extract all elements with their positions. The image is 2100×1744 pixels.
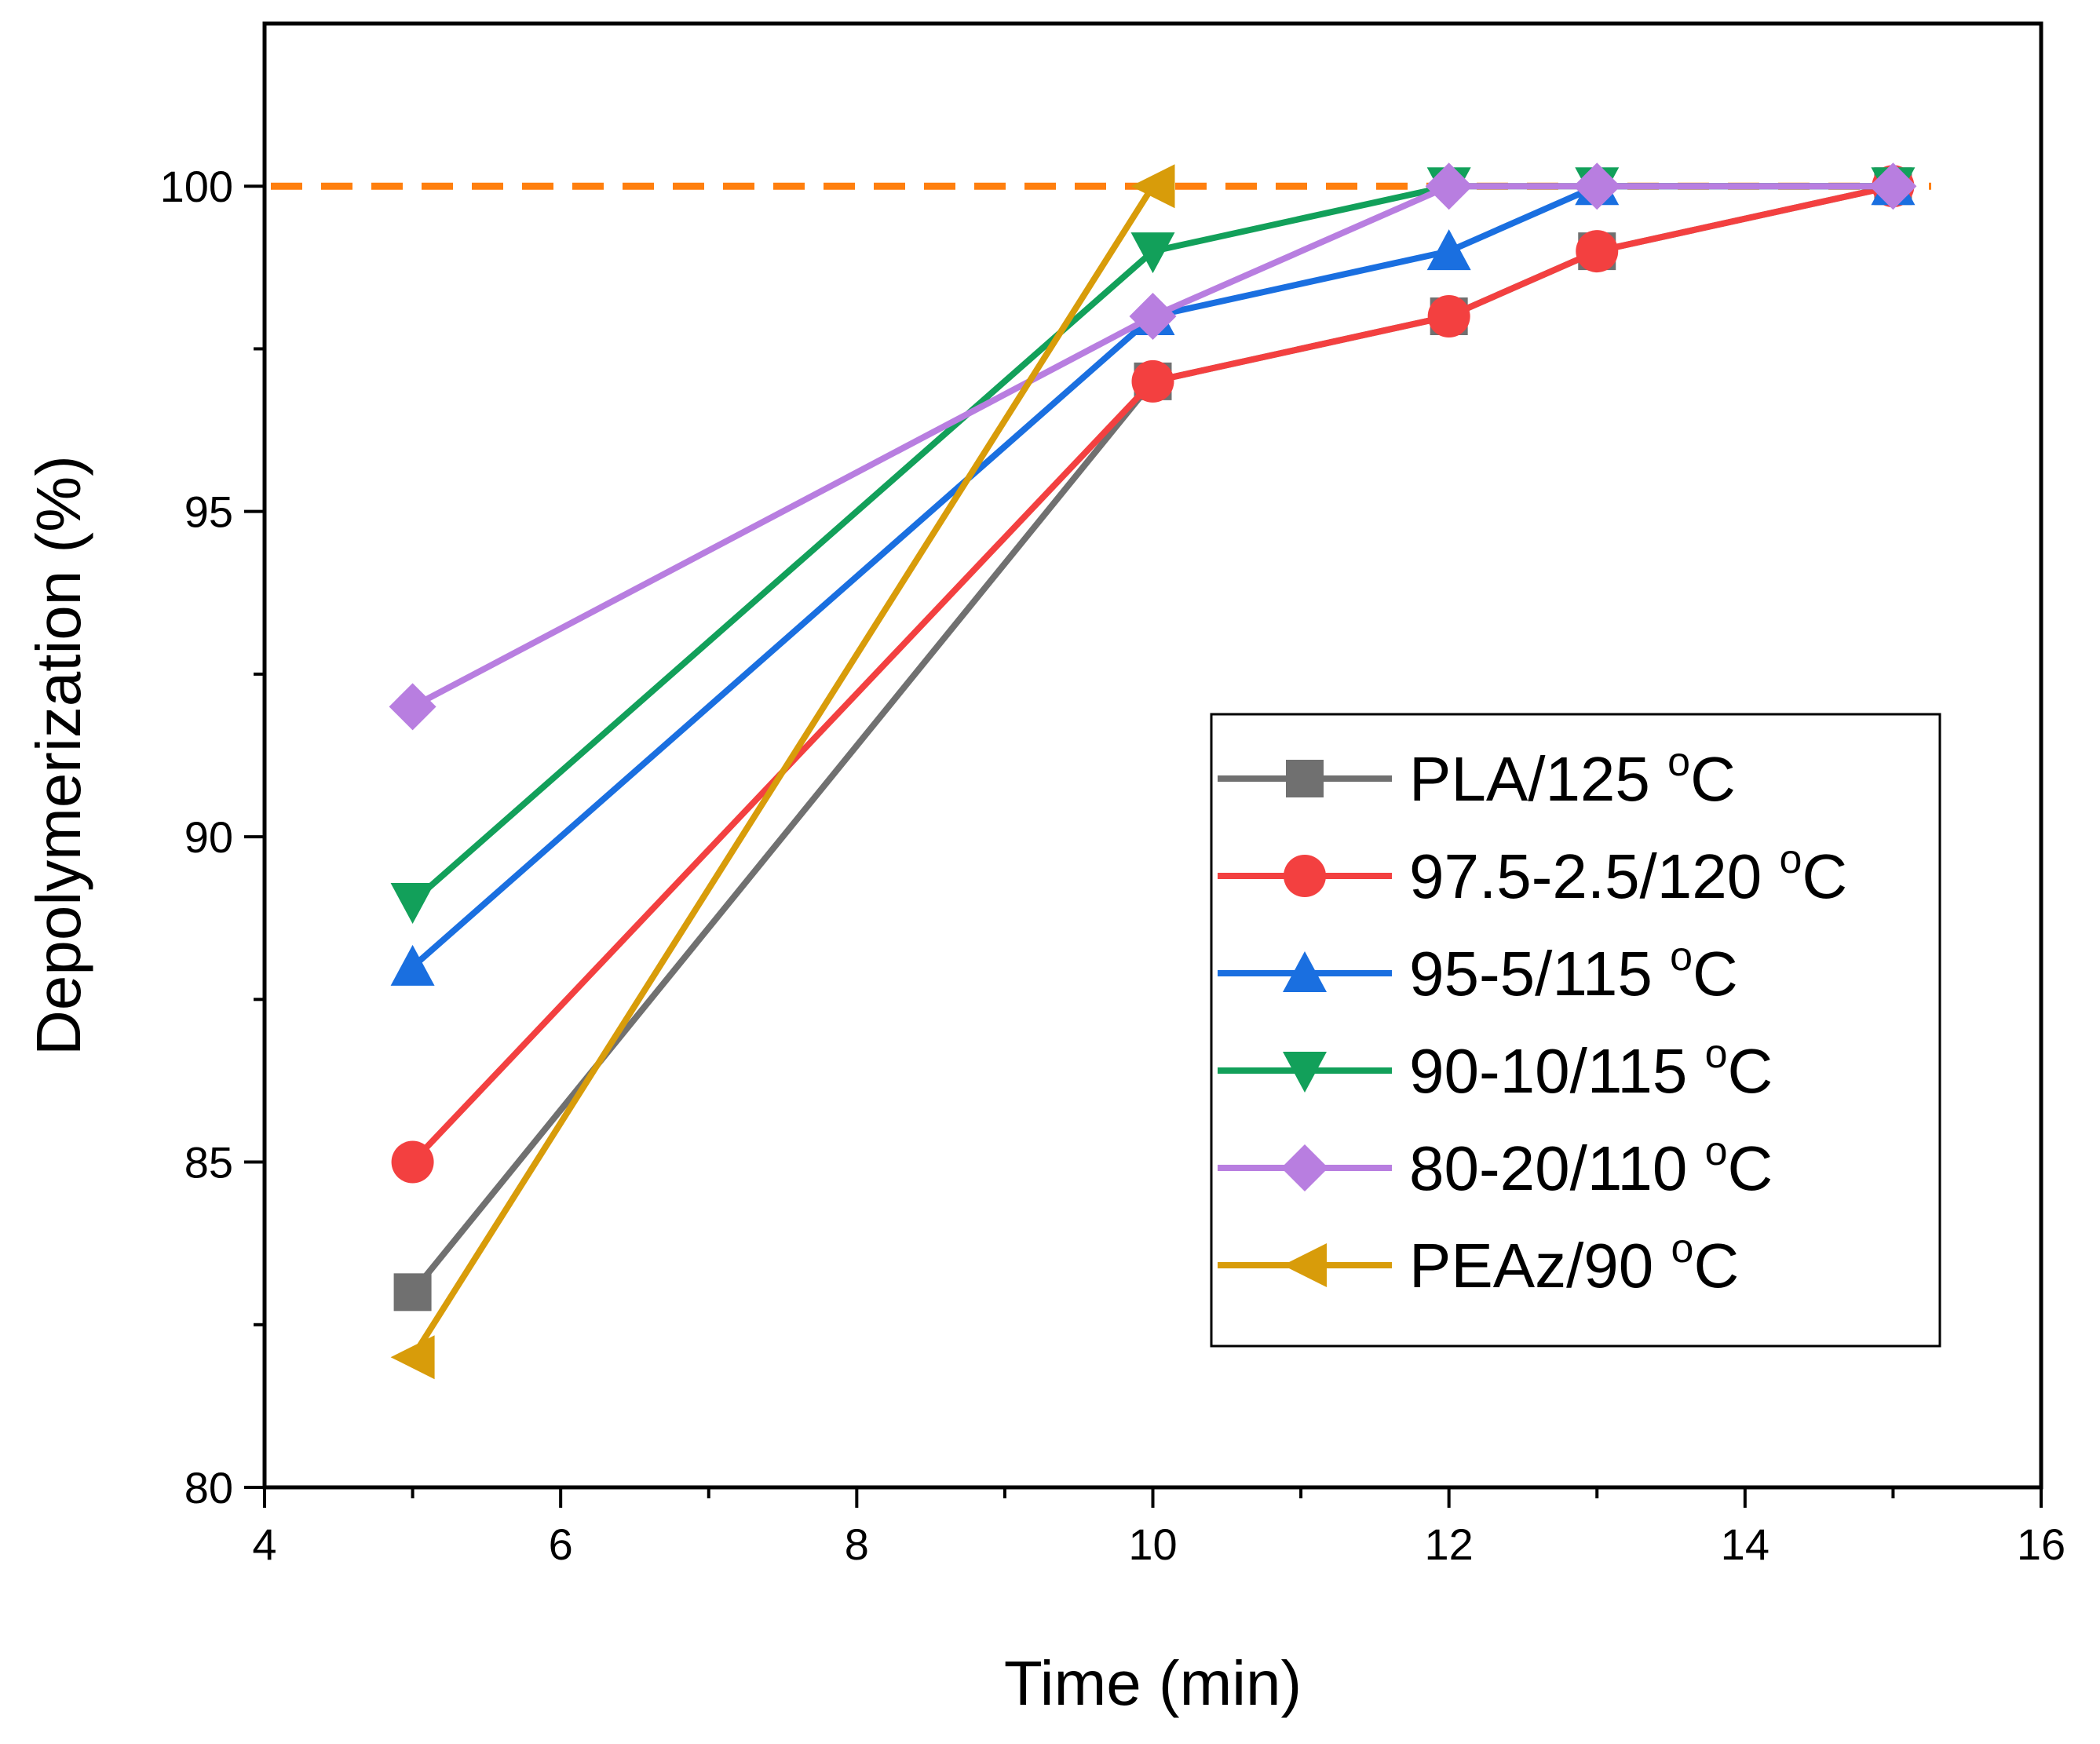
legend-label: 97.5-2.5/120 oC <box>1409 837 1847 911</box>
series-4 <box>389 162 1917 731</box>
y-tick-label: 90 <box>184 812 233 862</box>
data-point <box>1426 229 1471 271</box>
legend-label: PLA/125 oC <box>1409 739 1736 814</box>
legend-marker <box>1283 1243 1327 1287</box>
data-point <box>1427 295 1470 337</box>
legend-item: 95-5/115 oC <box>1218 934 1738 1009</box>
data-point <box>1130 232 1175 274</box>
data-point <box>391 1140 434 1184</box>
legend-item: 90-10/115 oC <box>1218 1031 1773 1106</box>
legend-marker <box>1283 1052 1327 1093</box>
legend-label: 90-10/115 oC <box>1409 1031 1773 1106</box>
legend-degree: o <box>1667 739 1690 785</box>
legend-marker <box>1281 1144 1328 1191</box>
data-point <box>390 883 435 924</box>
legend-unit: C <box>1802 841 1847 911</box>
x-tick-label: 10 <box>1128 1520 1177 1569</box>
data-point <box>1130 164 1175 209</box>
legend-degree: o <box>1779 837 1802 882</box>
legend-degree: o <box>1705 1031 1728 1077</box>
legend-item: PEAz/90 oC <box>1218 1226 1739 1301</box>
series-5 <box>390 164 1175 1380</box>
legend-item: 80-20/110 oC <box>1218 1129 1773 1203</box>
x-tick-label: 16 <box>2017 1520 2065 1569</box>
y-axis-title: Depolymerization (%) <box>24 455 93 1056</box>
legend-box <box>1210 713 1941 1348</box>
data-point <box>393 1273 432 1312</box>
data-point <box>390 1335 435 1380</box>
legend-label: PEAz/90 oC <box>1409 1226 1739 1301</box>
y-tick-label: 95 <box>184 487 233 537</box>
legend-label: 80-20/110 oC <box>1409 1129 1773 1203</box>
legend-label: 95-5/115 oC <box>1409 934 1738 1009</box>
x-tick-label: 14 <box>1721 1520 1769 1569</box>
legend-marker <box>1286 760 1324 797</box>
x-axis-title: Time (min) <box>1004 1648 1302 1718</box>
legend-item: 97.5-2.5/120 oC <box>1218 837 1847 911</box>
legend-unit: C <box>1728 1036 1773 1106</box>
axis-ticks: 4 6 8 10 12 14 16 80 85 90 95 100 <box>160 162 2066 1569</box>
data-point <box>390 944 435 986</box>
y-tick-label: 80 <box>184 1463 233 1512</box>
legend-marker <box>1284 855 1326 897</box>
data-point <box>1576 230 1619 273</box>
data-point <box>1131 359 1174 403</box>
legend-unit: C <box>1728 1133 1773 1203</box>
series-layer <box>389 162 1917 1380</box>
legend-unit: C <box>1690 744 1736 814</box>
x-tick-label: 8 <box>845 1520 869 1569</box>
legend-series-name: 80-20/110 <box>1409 1133 1705 1203</box>
x-tick-label: 4 <box>252 1520 276 1569</box>
data-point <box>389 683 436 731</box>
legend-series-name: 97.5-2.5/120 <box>1409 841 1779 911</box>
data-point <box>1869 162 1917 210</box>
data-point <box>1425 162 1473 210</box>
legend-item: PLA/125 oC <box>1218 739 1736 814</box>
legend-series-name: PEAz/90 <box>1409 1231 1671 1301</box>
x-tick-label: 6 <box>549 1520 573 1569</box>
legend-unit: C <box>1693 939 1738 1009</box>
series-line <box>410 184 1156 1359</box>
legend-degree: o <box>1705 1129 1728 1174</box>
legend-degree: o <box>1671 1226 1694 1272</box>
y-tick-label: 85 <box>184 1138 233 1188</box>
data-point <box>1573 162 1621 210</box>
legend-degree: o <box>1670 934 1693 980</box>
legend-series-name: PLA/125 <box>1409 744 1667 814</box>
legend-series-name: 95-5/115 <box>1409 939 1670 1009</box>
legend-unit: C <box>1693 1231 1739 1301</box>
legend-series-name: 90-10/115 <box>1409 1036 1705 1106</box>
x-tick-label: 12 <box>1425 1520 1474 1569</box>
y-tick-label: 100 <box>160 162 233 211</box>
legend-marker <box>1283 951 1327 992</box>
data-point <box>1129 293 1177 340</box>
